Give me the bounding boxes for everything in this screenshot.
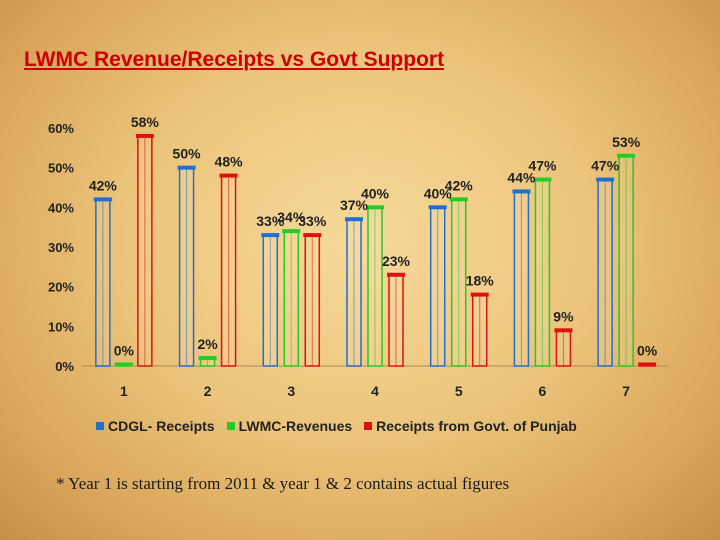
bar-cap	[261, 233, 280, 238]
y-tick-label: 20%	[48, 280, 74, 295]
bar-cap	[177, 165, 196, 170]
y-tick-label: 40%	[48, 200, 74, 215]
x-tick-label: 2	[204, 383, 212, 399]
bar-cap	[617, 153, 636, 158]
data-label: 50%	[173, 146, 202, 162]
y-tick-label: 50%	[48, 161, 74, 176]
data-label: 18%	[466, 273, 495, 289]
data-label: 34%	[277, 209, 306, 225]
data-label: 33%	[298, 213, 327, 229]
legend-swatch-cdgl	[96, 422, 104, 430]
legend-label-punjab: Receipts from Govt. of Punjab	[376, 418, 577, 434]
data-label: 42%	[445, 177, 474, 193]
data-label: 2%	[197, 336, 218, 352]
bar-cap	[638, 362, 657, 367]
chart-title: LWMC Revenue/Receipts vs Govt Support	[24, 48, 445, 71]
bar-cap	[219, 173, 238, 178]
x-tick-label: 7	[622, 383, 630, 399]
data-label: 53%	[612, 134, 641, 150]
y-tick-label: 10%	[48, 319, 74, 334]
data-label: 44%	[507, 169, 536, 185]
bar-cap	[345, 217, 363, 222]
data-label: 23%	[382, 253, 411, 269]
data-label: 47%	[528, 158, 557, 174]
bar-cap	[554, 328, 573, 333]
footnote: * Year 1 is starting from 2011 & year 1 …	[56, 474, 510, 493]
data-label: 40%	[424, 185, 453, 201]
data-label: 48%	[215, 154, 244, 170]
data-label: 37%	[340, 197, 369, 213]
legend-item-cdgl: CDGL- Receipts	[96, 418, 215, 434]
legend-label-lwmc: LWMC-Revenues	[238, 418, 353, 434]
legend-item-punjab: Receipts from Govt. of Punjab	[364, 418, 577, 434]
bar-cap	[198, 356, 217, 361]
bar-cap	[596, 177, 615, 182]
bar-cap	[387, 272, 405, 277]
x-tick-label: 4	[371, 383, 379, 399]
chart-bars	[93, 133, 657, 367]
data-label: 0%	[637, 343, 658, 359]
bar-cap	[93, 197, 112, 202]
data-label: 33%	[256, 213, 285, 229]
bar-cap	[114, 362, 133, 367]
bar-cap	[366, 205, 384, 210]
bar-cap	[533, 177, 552, 182]
x-tick-label: 6	[539, 383, 547, 399]
chart-legend: CDGL- Receipts LWMC-Revenues Receipts fr…	[96, 418, 577, 434]
bar-cap	[470, 292, 489, 297]
bar-cap	[428, 205, 447, 210]
x-tick-label: 1	[120, 383, 128, 399]
chart-data-labels: 42%50%33%37%40%44%47%0% 2%34%40% 42%47%53%…	[89, 114, 658, 359]
legend-label-cdgl: CDGL- Receipts	[108, 418, 215, 434]
data-label: 42%	[89, 177, 118, 193]
legend-swatch-lwmc	[226, 422, 235, 430]
bar-cap	[135, 133, 154, 138]
y-tick-label: 0%	[55, 359, 74, 374]
y-tick-label: 60%	[48, 121, 74, 136]
data-label: 9%	[553, 308, 574, 324]
legend-swatch-punjab	[364, 422, 373, 430]
bar-cap	[512, 189, 531, 194]
data-label: 0%	[114, 343, 135, 359]
bar-cap	[282, 229, 301, 234]
y-tick-label: 30%	[48, 240, 74, 255]
x-tick-label: 3	[287, 383, 295, 399]
bar-cap	[303, 233, 322, 238]
legend-item-lwmc: LWMC-Revenues	[226, 418, 353, 434]
x-tick-label: 5	[455, 383, 463, 399]
data-label: 58%	[131, 114, 160, 130]
data-label: 47%	[591, 158, 620, 174]
data-label: 40%	[361, 185, 390, 201]
bar-cap	[449, 197, 468, 202]
